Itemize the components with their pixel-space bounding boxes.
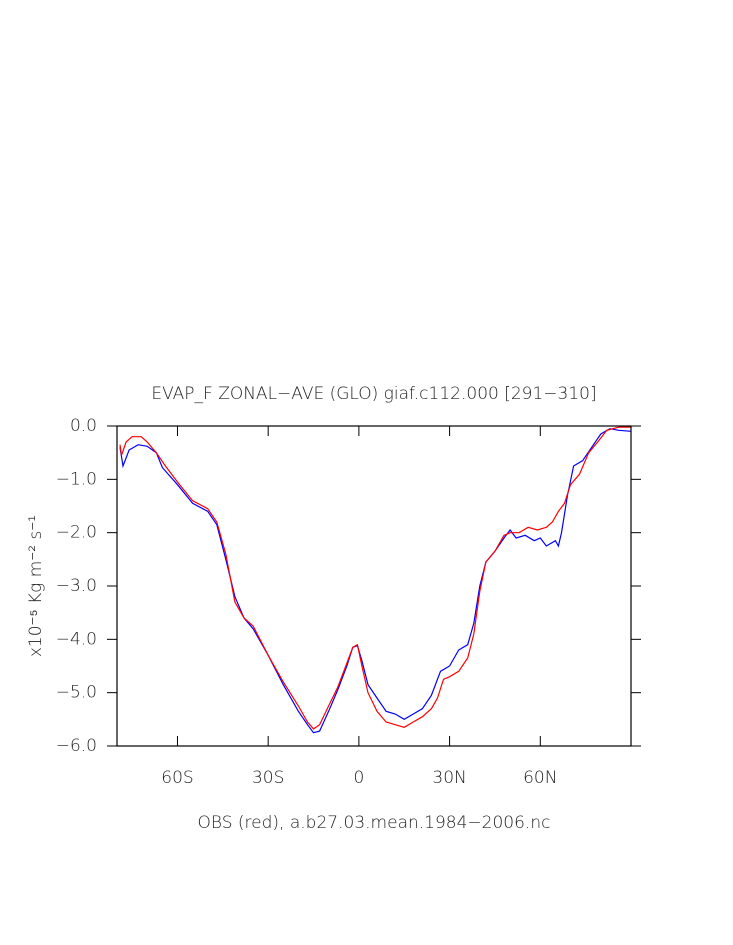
data-line: [119, 426, 631, 730]
x-tick-label: 30S: [252, 768, 284, 788]
y-tick-label: −6.0: [56, 736, 97, 756]
x-tick-label: 30N: [432, 768, 466, 788]
chart-title: EVAP_F ZONAL−AVE (GLO) giaf.c112.000 [29…: [151, 384, 596, 404]
x-tick-label: 60N: [523, 768, 557, 788]
x-tick-label: 60S: [161, 768, 193, 788]
y-axis-label: x10⁻⁵ Kg m⁻² s⁻¹: [26, 515, 46, 657]
y-tick-label: −3.0: [56, 576, 97, 596]
y-tick-label: −1.0: [56, 469, 97, 489]
footer-note: OBS (red), a.b27.03.mean.1984−2006.nc: [198, 813, 551, 833]
data-line: [119, 428, 632, 734]
y-tick-label: −4.0: [56, 629, 97, 649]
y-tick-label: −2.0: [56, 523, 97, 543]
x-tick-label: 0: [353, 768, 364, 788]
y-tick-label: −5.0: [56, 683, 97, 703]
y-tick-label: 0.0: [70, 416, 97, 436]
